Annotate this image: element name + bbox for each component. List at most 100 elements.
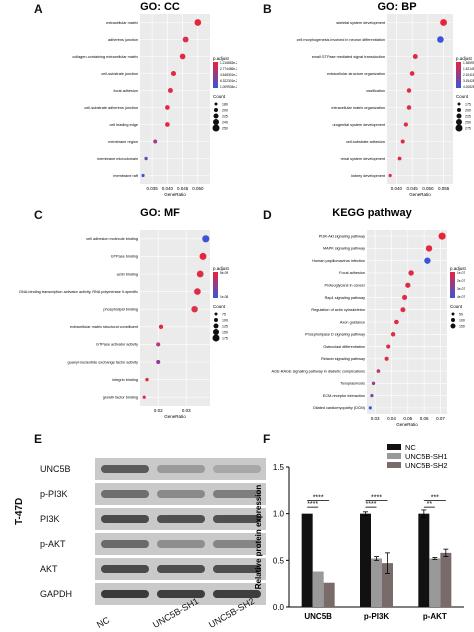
legend-swatch <box>387 444 401 450</box>
x-tick-label: 0.07 <box>436 416 445 421</box>
x-tick-label: 0.04 <box>387 416 396 421</box>
term-label: AGE-RAGE signaling pathway in diabetic c… <box>272 369 366 373</box>
blot-band <box>101 490 149 498</box>
padj-tick-label: 3.154285e-28 <box>463 79 474 83</box>
count-legend-dot <box>451 318 455 322</box>
count-legend-label: 75 <box>222 312 226 316</box>
data-point <box>424 257 431 264</box>
padj-colorbar <box>213 62 218 88</box>
padj-tick-label: 1.009934e-20 <box>220 85 237 89</box>
blot-band <box>101 540 149 548</box>
term-label: guanyl-nucleotide exchange factor activi… <box>68 360 139 364</box>
x-tick-label: p-AKT <box>423 612 447 621</box>
blot-row <box>95 508 266 530</box>
padj-tick-label: 1e-07 <box>457 271 465 275</box>
data-point <box>400 307 406 313</box>
blot-band <box>157 540 205 548</box>
term-label: phospholipid binding <box>103 308 138 312</box>
x-axis-title: GeneRatio <box>164 414 186 419</box>
count-legend-label: 275 <box>465 126 471 130</box>
data-point <box>194 19 202 26</box>
blot-row <box>95 583 266 605</box>
x-tick-label: 0.045 <box>177 186 189 191</box>
legend-label: UNC5B-SH1 <box>405 452 448 461</box>
blot-band <box>157 515 205 523</box>
term-label: growth factor binding <box>103 396 138 400</box>
panel-letter-e: E <box>34 432 43 446</box>
kegg-dot-plot: KEGG pathway 0.03 0.04 0.05 0.06 0.07 GeneRati… <box>272 207 467 427</box>
x-tick-label: UNC5B <box>304 612 332 621</box>
count-legend-dot <box>455 124 463 132</box>
data-point <box>412 54 418 59</box>
data-point <box>438 232 446 240</box>
significance-label: **** <box>366 501 377 508</box>
data-point <box>371 381 376 386</box>
term-label: extracellular matrix organization <box>331 106 385 110</box>
data-point <box>368 406 372 410</box>
x-tick-label: 0.050 <box>422 186 434 191</box>
panel-letter-f: F <box>263 432 271 446</box>
x-axis-title: GeneRatio <box>396 422 418 427</box>
count-legend-label: 225 <box>222 114 228 118</box>
legend-title-count: Count <box>450 304 463 309</box>
data-point <box>409 71 415 76</box>
significance-label: **** <box>313 495 324 502</box>
padj-tick-label: 3e-07 <box>457 287 465 291</box>
data-point <box>394 319 399 325</box>
bar <box>429 558 441 607</box>
term-label: cell adhesion molecule binding <box>86 237 138 241</box>
blot-band <box>101 590 149 598</box>
data-point <box>440 19 447 26</box>
protein-label: AKT <box>40 564 58 574</box>
data-point <box>202 235 210 243</box>
count-legend-label: 200 <box>222 108 228 112</box>
data-point <box>153 139 158 144</box>
plot-background <box>140 14 210 184</box>
padj-tick-label: 2e-07 <box>457 279 465 283</box>
data-point <box>402 294 408 300</box>
x-axis-title: GeneRatio <box>164 192 186 197</box>
data-point <box>145 377 149 382</box>
blot-band <box>157 590 205 598</box>
padj-tick-label: 2.104166e-28 <box>463 73 474 77</box>
x-tick-label: 0.05 <box>403 416 412 421</box>
term-label: extracellular structure organization <box>327 72 385 76</box>
count-legend-dot <box>213 113 219 119</box>
y-tick-label: 1.0 <box>273 510 285 519</box>
term-label: membrane region <box>108 140 138 144</box>
data-point <box>165 122 170 127</box>
data-point <box>386 344 391 349</box>
count-legend-label: 100 <box>459 318 465 322</box>
term-label: actin binding <box>117 272 138 276</box>
x-tick-label: 0.040 <box>162 186 174 191</box>
term-label: cell-substrate adherens junction <box>84 106 138 110</box>
data-point <box>384 356 389 361</box>
count-legend-dot <box>214 102 218 106</box>
count-legend-label: 200 <box>465 108 471 112</box>
y-axis-title: Relative protein expression <box>254 485 263 590</box>
blot-band <box>157 565 205 573</box>
bar <box>382 563 393 607</box>
bar <box>418 513 430 607</box>
legend-swatch <box>387 453 401 459</box>
term-label: cell leading edge <box>110 123 139 127</box>
term-label: skeletal system development <box>336 21 386 25</box>
term-label: membrane raft <box>113 174 139 178</box>
protein-label: PI3K <box>40 514 60 524</box>
count-legend-label: 175 <box>222 336 228 340</box>
term-label: extracellular matrix structural constitu… <box>70 325 139 329</box>
x-axis-title: GeneRatio <box>409 192 431 197</box>
term-label: collagen-containing extracellular matrix <box>72 55 138 59</box>
count-legend-label: 240 <box>222 120 228 124</box>
term-label: cell-substrate junction <box>101 72 138 76</box>
padj-colorbar <box>450 272 455 298</box>
padj-tick-label: 5e-09 <box>220 271 228 275</box>
bar <box>360 513 371 607</box>
count-legend-dot <box>213 329 219 335</box>
count-legend-label: 225 <box>465 114 471 118</box>
bar <box>371 558 382 607</box>
legend-title-padj: p.adjust <box>213 56 230 61</box>
padj-tick-label: 1.521455e-28 <box>463 67 474 71</box>
panel-title-b: GO: BP <box>377 1 416 13</box>
term-label: Phospholipase D signaling pathway <box>305 333 365 337</box>
